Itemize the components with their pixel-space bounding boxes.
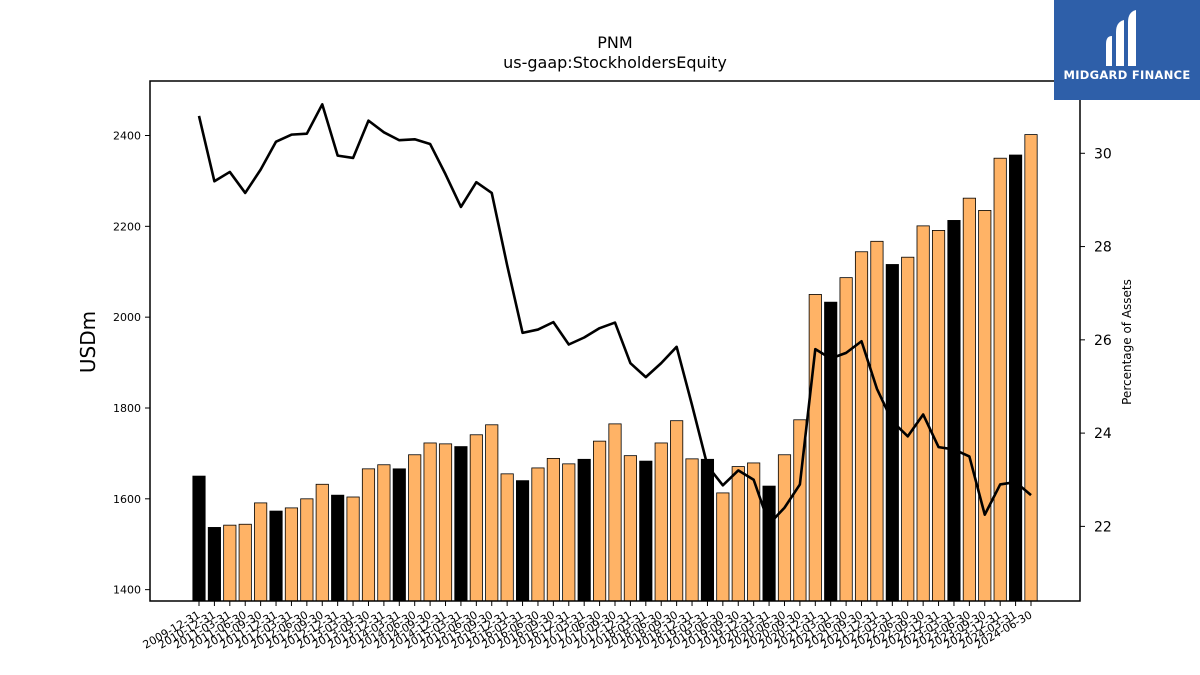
y-tick-label: 1600 xyxy=(113,493,141,506)
bar xyxy=(639,460,653,602)
y2-tick-label: 26 xyxy=(1094,333,1112,349)
bar xyxy=(284,507,299,602)
chart-title: PNM xyxy=(597,33,632,52)
bar xyxy=(931,230,946,602)
bar xyxy=(670,420,684,602)
bar xyxy=(500,473,514,602)
bar xyxy=(223,524,237,602)
bars-layer xyxy=(192,134,1038,602)
y-tick-label: 1800 xyxy=(113,402,141,415)
y-axis-label: USDm xyxy=(76,311,100,373)
bar xyxy=(993,157,1007,602)
bar xyxy=(978,210,992,602)
bar xyxy=(346,496,360,602)
bar xyxy=(546,457,560,602)
bar xyxy=(854,251,869,602)
bar xyxy=(562,463,576,602)
bar xyxy=(361,468,376,602)
bar xyxy=(392,468,406,602)
bar xyxy=(207,527,221,602)
y2-tick-label: 22 xyxy=(1094,519,1112,535)
line-layer xyxy=(197,103,1032,526)
bar xyxy=(238,523,252,602)
bar xyxy=(839,277,853,602)
bar xyxy=(515,480,530,602)
bar xyxy=(331,494,345,602)
logo-mark-icon xyxy=(1106,10,1136,66)
bar xyxy=(438,443,453,602)
bar xyxy=(947,220,961,602)
bar xyxy=(254,502,268,602)
logo-text: MIDGARD FINANCE xyxy=(1063,68,1191,82)
y-tick-label: 2400 xyxy=(113,129,141,142)
bar xyxy=(654,442,668,602)
percentage-of-assets-line xyxy=(197,103,1032,526)
bar xyxy=(824,301,838,602)
bar xyxy=(1024,134,1038,602)
bar xyxy=(962,197,976,602)
y-tick-label: 2200 xyxy=(113,220,141,233)
bar xyxy=(531,467,545,602)
bar xyxy=(577,458,591,602)
bar xyxy=(469,434,483,602)
y2-tick-label: 24 xyxy=(1094,426,1112,442)
y-tick-label: 1400 xyxy=(113,584,141,597)
y2-tick-label: 28 xyxy=(1094,240,1112,256)
bar xyxy=(685,458,699,602)
bar xyxy=(731,466,745,602)
bar xyxy=(454,446,468,602)
y-tick-label: 2000 xyxy=(113,311,141,324)
bar xyxy=(593,440,607,602)
bar xyxy=(192,475,206,602)
y2-tick-label: 30 xyxy=(1094,146,1112,162)
bar xyxy=(716,492,730,602)
bar xyxy=(300,498,314,602)
bar xyxy=(269,510,283,602)
y2-axis-label: Percentage of Assets xyxy=(1120,279,1134,405)
bar xyxy=(377,464,391,602)
bar xyxy=(870,240,884,602)
bar xyxy=(1009,154,1023,602)
bar xyxy=(700,458,715,602)
bar xyxy=(485,424,499,602)
bar xyxy=(885,264,899,602)
bar xyxy=(608,423,622,602)
bar xyxy=(315,483,329,602)
bar xyxy=(777,454,792,602)
bar xyxy=(623,455,637,602)
chart-subtitle: us-gaap:StockholdersEquity xyxy=(503,53,727,72)
axes-layer: 14001600180020002200240022242628302009-1… xyxy=(113,80,1112,652)
bar xyxy=(762,485,776,602)
bar xyxy=(423,442,437,602)
bar xyxy=(808,294,822,602)
brand-logo: MIDGARD FINANCE xyxy=(1054,0,1200,100)
bar xyxy=(408,454,422,602)
